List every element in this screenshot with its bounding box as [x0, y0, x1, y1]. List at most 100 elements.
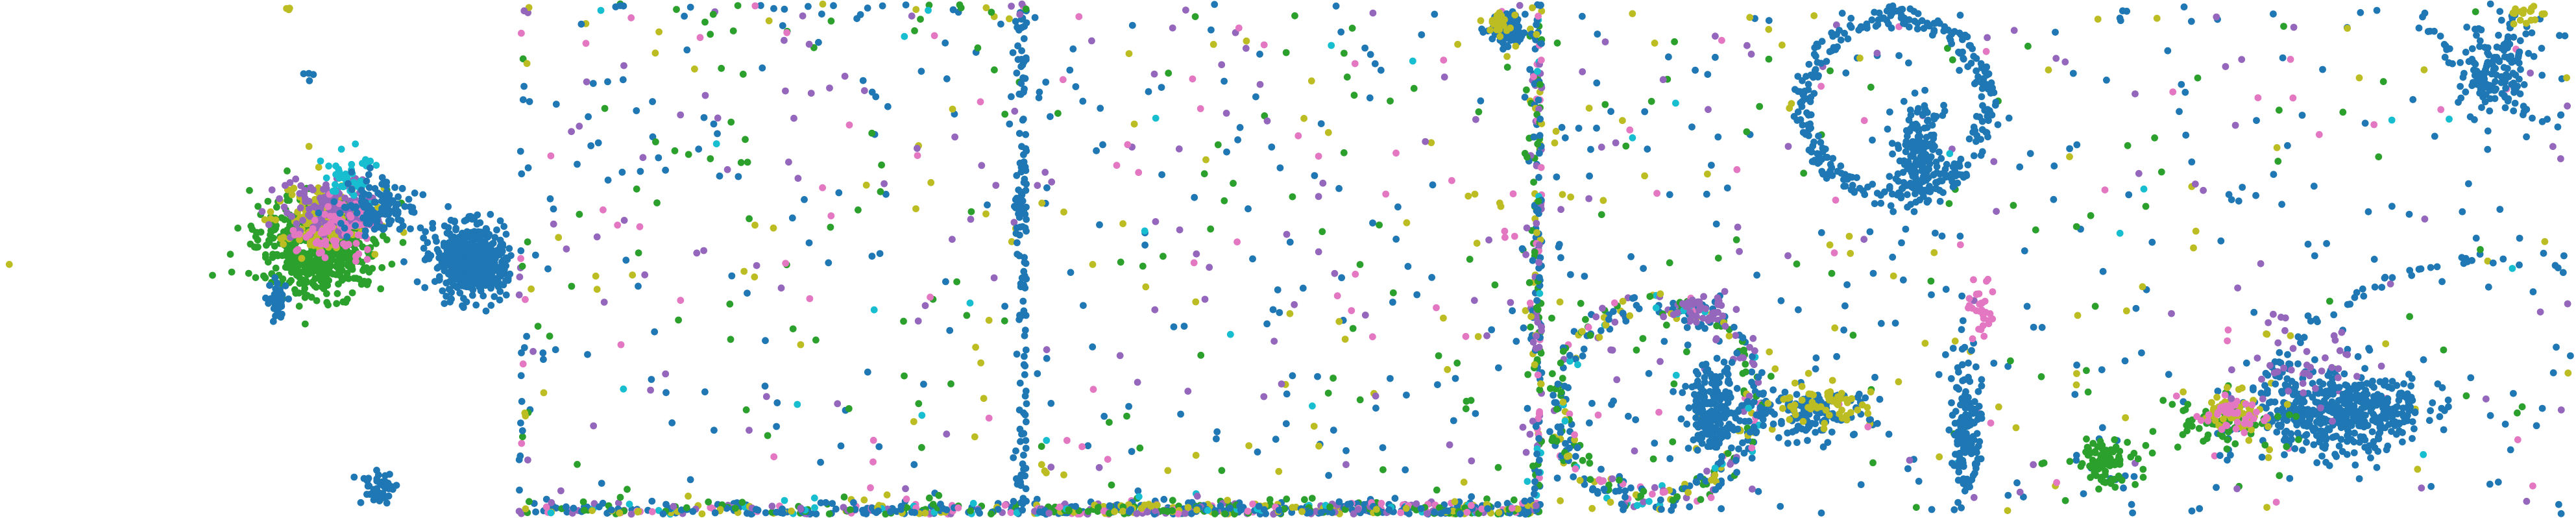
scatter-point-blue — [1978, 117, 1986, 125]
scatter-point-blue — [1099, 141, 1106, 149]
scatter-point-blue — [447, 247, 454, 255]
scatter-point-blue — [1268, 143, 1276, 151]
scatter-point-blue — [1625, 412, 1632, 420]
scatter-point-blue — [1598, 465, 1605, 473]
scatter-point-green — [900, 317, 907, 325]
scatter-point-pink — [1135, 169, 1143, 177]
scatter-point-blue — [395, 193, 402, 201]
scatter-point-blue — [1977, 60, 1985, 68]
scatter-point-blue — [1733, 469, 1741, 476]
scatter-point-blue — [1019, 495, 1027, 502]
scatter-point-blue — [594, 139, 602, 147]
scatter-point-blue — [1976, 438, 1984, 445]
scatter-point-blue — [1633, 302, 1640, 309]
scatter-point-purple — [1263, 117, 1271, 125]
scatter-point-blue — [1886, 173, 1893, 180]
scatter-point-pink — [914, 152, 921, 160]
scatter-point-blue — [1812, 354, 1820, 362]
scatter-point-blue — [1012, 204, 1019, 212]
scatter-point-pink — [1501, 234, 1509, 241]
scatter-point-blue — [360, 203, 368, 211]
scatter-point-green — [1326, 503, 1333, 511]
scatter-point-pink — [1315, 153, 1322, 160]
scatter-point-blue — [496, 217, 504, 225]
scatter-point-blue — [405, 195, 413, 203]
scatter-point-green — [967, 507, 975, 515]
scatter-point-olive — [1307, 77, 1315, 85]
scatter-point-green — [274, 252, 282, 260]
scatter-point-blue — [1343, 447, 1350, 454]
scatter-point-blue — [1969, 472, 1977, 479]
scatter-point-olive — [1845, 232, 1853, 240]
scatter-point-blue — [429, 225, 437, 232]
scatter-point-olive — [280, 240, 287, 248]
scatter-point-blue — [472, 301, 480, 309]
scatter-point-blue — [1022, 465, 1030, 472]
scatter-point-pink — [355, 250, 363, 258]
scatter-point-green — [1221, 510, 1229, 517]
scatter-point-blue — [1952, 408, 1960, 415]
scatter-point-blue — [1317, 509, 1325, 516]
scatter-point-cyan — [620, 385, 627, 393]
scatter-point-purple — [2010, 27, 2018, 34]
scatter-point-blue — [1694, 423, 1702, 431]
scatter-point-blue — [273, 280, 281, 287]
scatter-point-purple — [1579, 68, 1586, 75]
scatter-point-blue — [350, 473, 358, 481]
scatter-point-blue — [1856, 25, 1864, 32]
scatter-point-green — [1582, 315, 1589, 323]
scatter-point-green — [729, 27, 737, 34]
scatter-point-purple — [515, 291, 523, 299]
scatter-point-purple — [1601, 38, 1609, 45]
scatter-point-blue — [1987, 88, 1995, 96]
scatter-point-purple — [280, 203, 288, 211]
scatter-point-purple — [318, 198, 326, 205]
scatter-point-blue — [348, 186, 356, 193]
scatter-point-green — [345, 262, 352, 269]
scatter-point-green — [1666, 259, 1673, 267]
scatter-point-blue — [1928, 506, 1936, 513]
scatter-point-blue — [1587, 145, 1594, 153]
scatter-point-pink — [977, 98, 984, 106]
scatter-point-olive — [371, 251, 379, 258]
scatter-point-blue — [1720, 358, 1728, 366]
scatter-point-purple — [1557, 206, 1565, 214]
scatter-point-blue — [897, 502, 905, 510]
scatter-point-blue — [942, 278, 949, 286]
scatter-point-green — [1536, 386, 1544, 393]
scatter-point-green — [744, 158, 751, 166]
scatter-point-cyan — [317, 157, 324, 165]
scatter-point-blue — [1431, 10, 1439, 18]
scatter-point-blue — [2021, 247, 2028, 254]
scatter-point-cyan — [1536, 290, 1544, 297]
scatter-point-pink — [547, 152, 555, 160]
scatter-point-pink — [1368, 333, 1376, 341]
scatter-point-green — [1211, 510, 1219, 517]
scatter-point-blue — [1526, 66, 1534, 73]
scatter-point-blue — [435, 254, 443, 262]
scatter-point-blue — [424, 250, 432, 258]
scatter-point-olive — [1487, 26, 1494, 34]
scatter-point-blue — [1023, 418, 1030, 426]
scatter-point-blue — [1693, 399, 1701, 407]
scatter-point-blue — [1665, 53, 1672, 61]
scatter-point-green — [847, 506, 854, 513]
scatter-point-green — [315, 255, 322, 263]
scatter-point-purple — [2016, 488, 2024, 496]
scatter-point-blue — [1973, 445, 1980, 453]
scatter-point-blue — [374, 190, 382, 197]
scatter-point-blue — [1125, 402, 1132, 410]
scatter-point-cyan — [337, 145, 345, 153]
scatter-point-green — [343, 295, 351, 303]
scatter-point-blue — [1472, 410, 1479, 417]
scatter-point-blue — [1586, 172, 1594, 180]
scatter-point-olive — [1533, 229, 1540, 236]
scatter-point-blue — [1846, 21, 1854, 29]
scatter-point-blue — [2052, 29, 2059, 36]
scatter-point-blue — [1936, 197, 1944, 205]
scatter-point-blue — [1452, 375, 1459, 382]
scatter-point-blue — [465, 281, 472, 289]
scatter-point-purple — [1657, 358, 1664, 365]
scatter-point-blue — [1389, 299, 1396, 306]
scatter-point-green — [345, 249, 352, 256]
